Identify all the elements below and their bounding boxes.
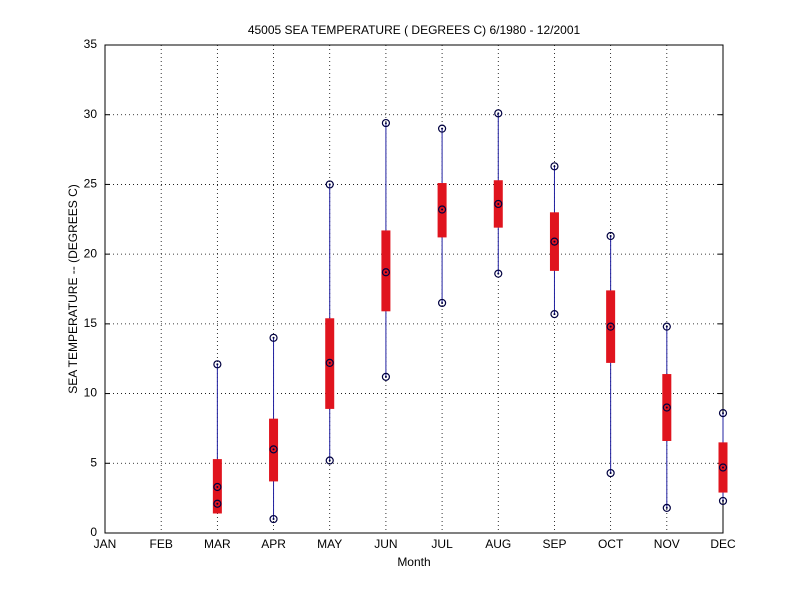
marker-dot: [441, 208, 444, 211]
marker-dot: [722, 466, 724, 469]
marker-dot: [328, 361, 331, 364]
x-tick-label: JUL: [431, 537, 453, 551]
x-tick-label: MAY: [317, 537, 342, 551]
y-tick-label: 10: [84, 386, 98, 400]
marker-dot: [216, 363, 219, 366]
marker-dot: [609, 472, 612, 475]
marker-dot: [609, 325, 612, 328]
y-tick-label: 25: [84, 177, 98, 191]
marker: [213, 499, 222, 508]
x-tick-label: NOV: [654, 537, 680, 551]
marker: [325, 180, 334, 189]
marker: [606, 468, 615, 478]
marker: [494, 269, 503, 278]
marker: [494, 109, 503, 118]
marker: [662, 503, 671, 513]
marker: [381, 372, 391, 381]
marker-dot: [328, 183, 331, 186]
marker-dot: [272, 336, 275, 339]
marker-dot: [722, 499, 724, 502]
marker: [381, 118, 391, 128]
marker: [213, 360, 222, 369]
marker: [550, 162, 559, 171]
marker-dot: [497, 112, 500, 115]
y-tick-label: 15: [84, 316, 98, 330]
marker: [325, 456, 334, 465]
marker-dot: [722, 412, 724, 415]
marker: [437, 298, 447, 308]
marker-dot: [553, 165, 556, 168]
marker: [494, 199, 503, 209]
marker-dot: [665, 325, 668, 328]
marker: [718, 408, 728, 418]
marker-dot: [609, 235, 612, 238]
marker: [550, 237, 559, 246]
x-tick-label: FEB: [150, 537, 173, 551]
y-tick-label: 35: [84, 37, 98, 51]
marker: [437, 124, 447, 133]
x-tick-label: JUN: [374, 537, 397, 551]
marker: [718, 496, 728, 506]
marker-dot: [384, 271, 387, 274]
marker: [325, 358, 334, 367]
marker-dot: [441, 127, 444, 130]
marker-dot: [441, 301, 444, 304]
marker: [269, 333, 278, 342]
y-tick-label: 20: [84, 246, 98, 260]
marker: [606, 231, 615, 241]
x-tick-label: APR: [261, 537, 286, 551]
marker: [606, 322, 615, 331]
marker: [550, 309, 559, 319]
y-tick-label: 0: [90, 525, 97, 539]
y-tick-label: 5: [90, 455, 97, 469]
marker-dot: [272, 518, 275, 521]
x-axis-label: Month: [397, 555, 430, 569]
marker: [662, 403, 671, 412]
marker-dot: [553, 313, 556, 316]
plot-frame: [104, 44, 724, 534]
marker-dot: [497, 272, 500, 275]
marker-dot: [216, 485, 219, 488]
marker-dot: [216, 502, 219, 505]
marker-dot: [328, 459, 331, 462]
marker-dot: [553, 240, 556, 243]
x-tick-label: DEC: [710, 537, 736, 551]
x-tick-label: SEP: [542, 537, 566, 551]
marker: [213, 482, 222, 492]
marker: [269, 514, 278, 524]
marker: [718, 463, 728, 472]
marker: [381, 268, 391, 277]
x-tick-label: AUG: [485, 537, 511, 551]
marker-dot: [665, 506, 668, 509]
marker-dot: [272, 448, 275, 451]
x-tick-label: MAR: [204, 537, 231, 551]
x-tick-label: JAN: [94, 537, 117, 551]
chart-title: 45005 SEA TEMPERATURE ( DEGREES C) 6/198…: [248, 23, 581, 37]
marker: [269, 445, 278, 454]
y-axis-label: SEA TEMPERATURE -- (DEGREES C): [66, 184, 80, 394]
marker-dot: [384, 122, 387, 125]
marker-dot: [665, 406, 668, 409]
box: [381, 230, 391, 312]
x-tick-label: OCT: [598, 537, 624, 551]
marker-dot: [384, 375, 387, 378]
y-tick-label: 30: [84, 107, 98, 121]
marker: [662, 322, 671, 331]
marker: [437, 205, 447, 214]
marker-dot: [497, 202, 500, 205]
